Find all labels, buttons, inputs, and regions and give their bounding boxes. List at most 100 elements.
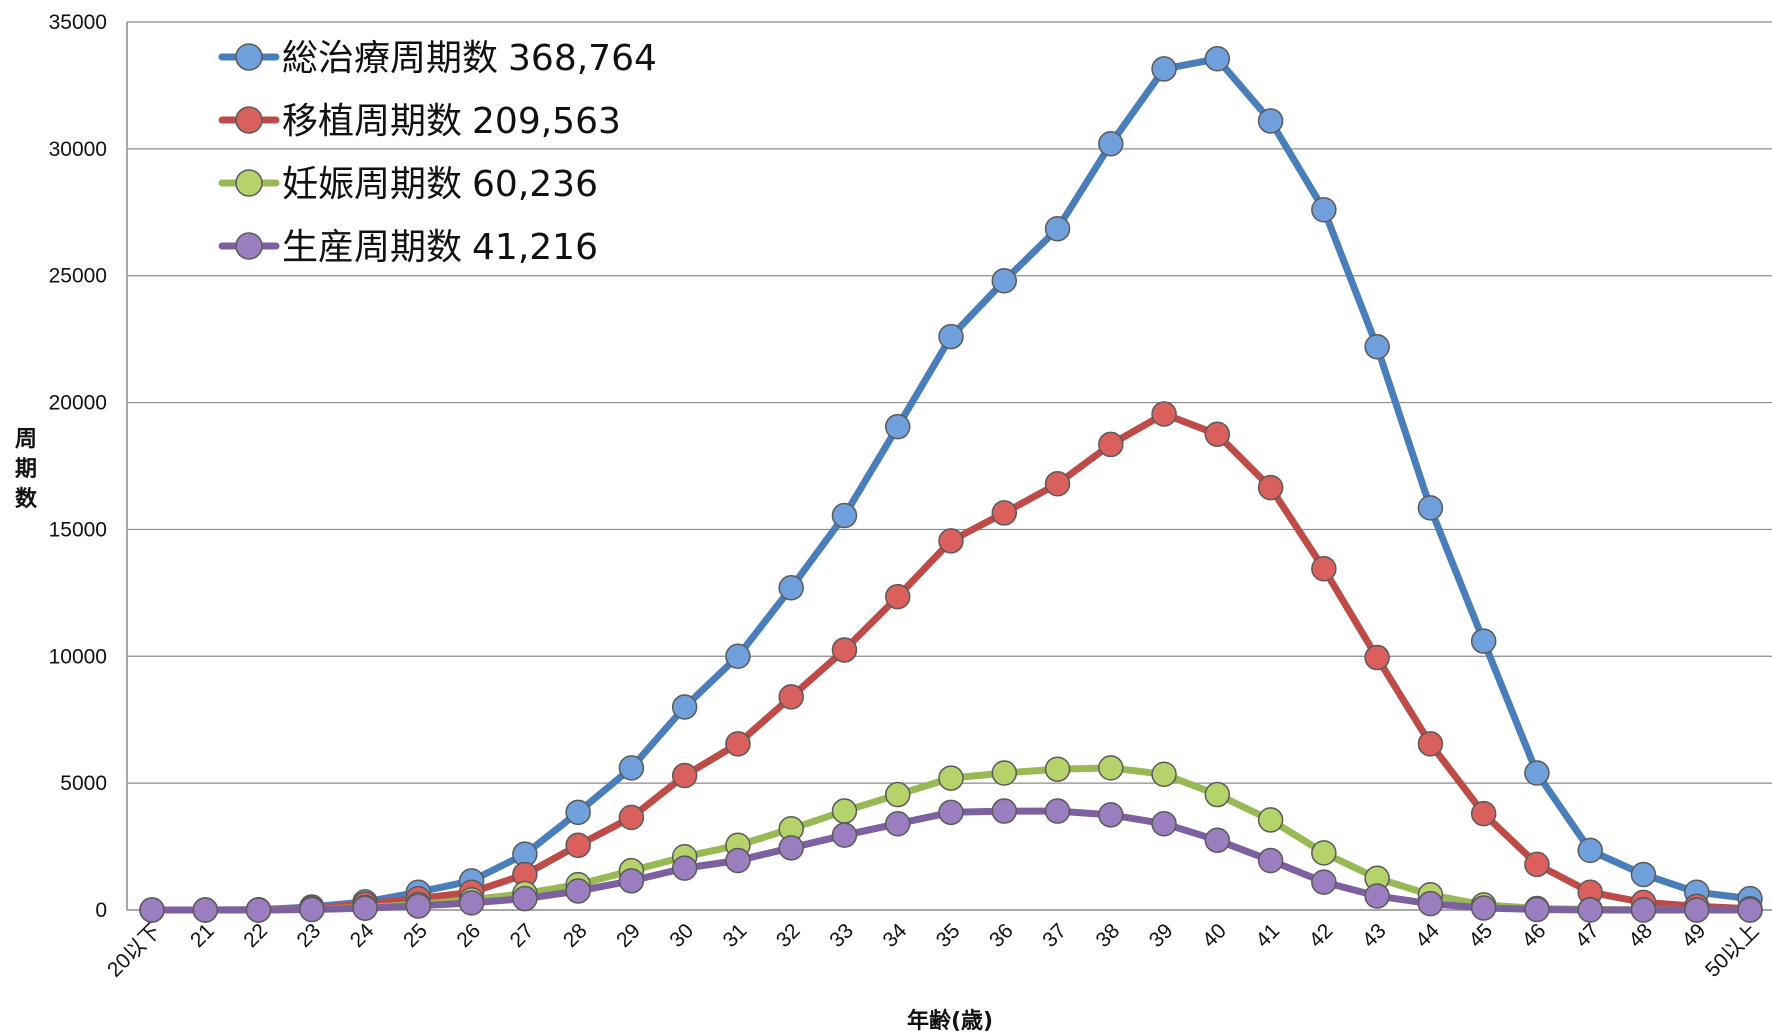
x-tick-label: 27 [506, 919, 539, 952]
data-point [1257, 474, 1284, 501]
data-point [618, 868, 645, 894]
data-point [458, 890, 485, 916]
y-tick-label: 0 [95, 899, 107, 922]
legend-series-name: 妊娠周期数 [282, 164, 462, 205]
x-tick-label: 29 [612, 919, 645, 952]
data-point [1577, 837, 1603, 864]
data-point [938, 528, 964, 554]
data-point [1417, 731, 1444, 757]
y-tick-label: 15000 [49, 518, 107, 541]
data-point [1737, 897, 1763, 923]
legend-series-name: 生産周期数 [282, 227, 462, 268]
data-point [1098, 802, 1124, 828]
x-tick-label: 39 [1145, 919, 1178, 952]
y-axis-ticks: 0 5000 10000 15000 20000 25000 30000 35000 [49, 11, 107, 922]
x-tick-label: 36 [985, 919, 1018, 952]
data-point [884, 781, 911, 808]
data-point [1577, 897, 1603, 923]
x-tick-label: 20以下 [103, 919, 165, 981]
data-point [1257, 847, 1284, 874]
data-point [884, 413, 911, 440]
x-tick-label: 31 [719, 919, 752, 952]
x-tick-label: 28 [559, 919, 592, 952]
data-point [299, 896, 325, 923]
data-point [1683, 897, 1710, 923]
legend-entry: 生産周期数 41,216 [218, 227, 598, 268]
legend-marker [235, 169, 263, 197]
data-point [1151, 761, 1177, 788]
x-tick-label: 44 [1411, 919, 1444, 952]
grid [126, 21, 1772, 911]
legend-series-name: 移植周期数 [282, 101, 462, 142]
data-point [1257, 108, 1284, 134]
x-tick-label: 37 [1038, 919, 1071, 952]
data-point [1311, 196, 1337, 223]
legend-series-name: 総治療周期数 [282, 38, 498, 79]
series-line [148, 410, 1754, 914]
data-point [1044, 756, 1071, 782]
data-point [1524, 760, 1550, 786]
data-point [1204, 827, 1231, 853]
x-tick-label: 23 [293, 919, 326, 952]
data-point [565, 878, 591, 904]
x-tick-label: 48 [1624, 919, 1657, 952]
data-point [671, 694, 698, 720]
data-point [192, 897, 219, 923]
data-point [1417, 890, 1444, 917]
legend-label: 妊娠周期数 60,236 [282, 164, 598, 205]
x-tick-label: 30 [665, 919, 698, 952]
series-2 [139, 401, 1763, 923]
y-tick-label: 10000 [49, 645, 107, 668]
x-tick-label: 24 [346, 919, 379, 952]
x-tick-label: 33 [825, 919, 858, 952]
data-point [991, 798, 1018, 824]
legend-entry: 妊娠周期数 60,236 [218, 164, 598, 205]
series-4 [139, 798, 1763, 923]
data-point [1204, 46, 1231, 72]
data-point [778, 684, 804, 710]
y-tick-label: 20000 [49, 392, 107, 415]
data-point [1364, 644, 1390, 671]
data-point [991, 500, 1018, 526]
data-point [1098, 131, 1124, 157]
data-point [405, 893, 432, 919]
data-point [1044, 216, 1071, 242]
y-axis-title: 周期数 [15, 427, 38, 512]
data-point [618, 804, 645, 831]
y-tick-label: 25000 [49, 265, 107, 288]
data-point [1364, 883, 1390, 909]
legend-series-total: 368,764 [508, 38, 657, 79]
x-tick-label: 38 [1092, 919, 1125, 952]
data-point [1257, 807, 1284, 833]
legend-series-total: 41,216 [472, 227, 598, 268]
x-tick-label: 49 [1677, 919, 1710, 952]
data-point [991, 268, 1018, 294]
x-tick-label: 26 [452, 919, 485, 952]
data-point [725, 643, 751, 670]
x-axis-title: 年齢(歳) [907, 1008, 993, 1034]
x-axis-ticks: 20以下 21 22 23 24 25 26 27 28 29 30 31 32 33 34 35 36 37 38… [103, 919, 1763, 982]
data-point [1311, 869, 1337, 895]
data-point [1151, 810, 1177, 837]
y-tick-label: 30000 [49, 138, 107, 161]
x-tick-label: 40 [1198, 919, 1231, 952]
data-point [671, 855, 698, 881]
data-point [1311, 840, 1337, 866]
data-point [725, 731, 751, 757]
x-tick-label: 32 [772, 919, 805, 952]
data-point [1630, 897, 1657, 923]
x-tick-label: 42 [1305, 919, 1338, 952]
data-point [1364, 334, 1390, 360]
data-point [831, 798, 858, 824]
data-point [1524, 896, 1550, 923]
data-point [1151, 401, 1177, 427]
data-point [938, 799, 964, 826]
x-tick-label: 43 [1358, 919, 1391, 952]
x-tick-label: 45 [1464, 919, 1497, 952]
data-point [884, 583, 911, 610]
data-point [1098, 431, 1124, 458]
x-tick-label: 34 [878, 919, 911, 952]
legend-label: 生産周期数 41,216 [282, 227, 598, 268]
data-point [1044, 471, 1071, 497]
